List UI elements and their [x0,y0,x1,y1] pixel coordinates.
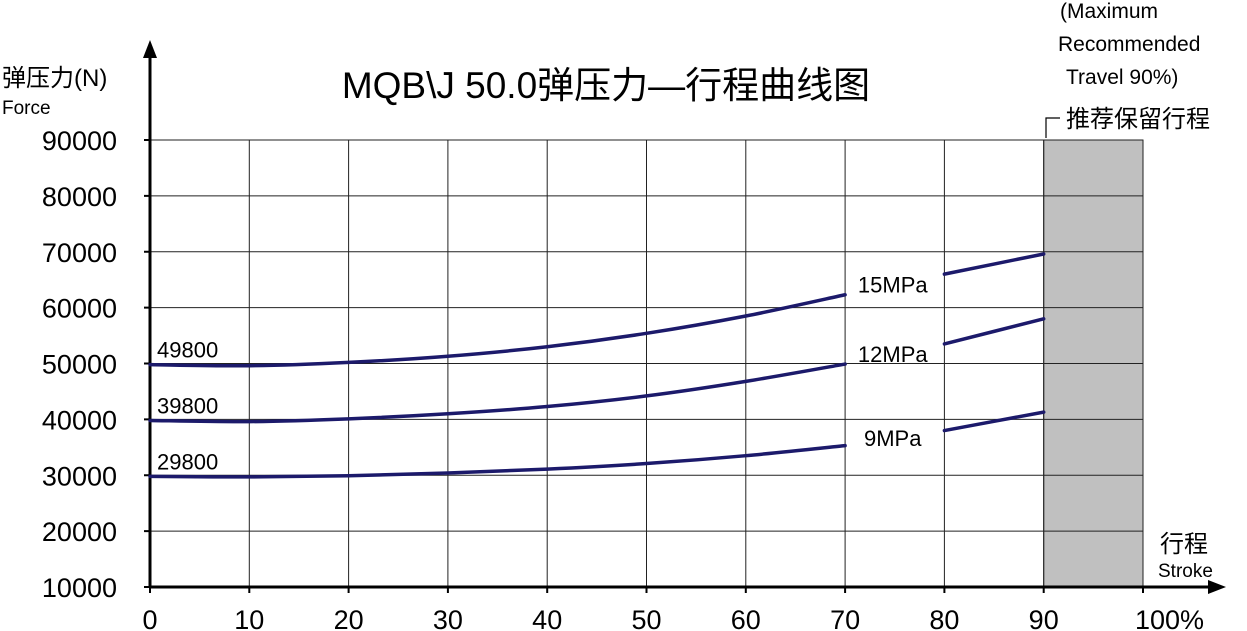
x-axis-arrow [1208,580,1226,594]
y-tick-label: 20000 [42,517,117,547]
x-tick-label: 80 [929,605,959,631]
x-tick-label: 40 [532,605,562,631]
start-value-label: 29800 [157,449,218,474]
label-layer: 0 10 20 30 40 50 60 70 80 90 100% 90000 80000 70000 60… [42,126,1204,631]
y-tick-label: 60000 [42,294,117,324]
axis-layer [143,40,1226,594]
x-tick-label: 100% [1135,605,1204,631]
x-tick-label: 30 [433,605,463,631]
x-tick-label: 20 [334,605,364,631]
x-tick-label: 50 [631,605,661,631]
y-tick-label: 50000 [42,350,117,380]
zone-label: 推荐保留行程 [1066,106,1210,133]
start-value-label: 39800 [157,393,218,418]
series-layer [148,252,1046,479]
series-line-15MPa-end [942,252,1046,276]
series-line-9MPa [148,443,847,479]
zone-note-line-1: (Maximum [1060,0,1158,23]
y-tick-label: 30000 [42,461,117,491]
x-axis-label: 行程 [1160,531,1208,558]
zone-label-leader [1045,117,1060,138]
y-tick-label: 70000 [42,238,117,268]
y-tick-label: 40000 [42,405,117,435]
y-axis-arrow [143,40,157,58]
x-tick-label: 90 [1029,605,1059,631]
chart-title: MQB\J 50.0弹压力—行程曲线图 [342,65,870,106]
series-line-9MPa-end [942,410,1046,433]
y-tick-label: 80000 [42,182,117,212]
series-label-15MPa: 15MPa [858,272,928,297]
y-axis-label-en: Force [2,98,51,119]
series-line-12MPa [148,362,847,424]
series-line-12MPa-end [942,317,1046,346]
series-label-9MPa: 9MPa [864,426,922,451]
series-label-12MPa: 12MPa [858,342,928,367]
x-axis-label-en: Stroke [1158,561,1213,582]
zone-note-line-2: Recommended [1058,33,1200,56]
x-tick-label: 10 [234,605,264,631]
x-tick-label: 60 [731,605,761,631]
x-tick-label: 0 [142,605,157,631]
start-value-label: 49800 [157,338,218,363]
y-tick-label: 90000 [42,126,117,156]
zone-note-line-3: Travel 90%) [1066,66,1178,89]
x-tick-label: 70 [830,605,860,631]
y-axis-label: 弹压力(N) [2,65,107,92]
y-tick-label: 10000 [42,573,117,603]
series-line-15MPa [148,293,847,368]
